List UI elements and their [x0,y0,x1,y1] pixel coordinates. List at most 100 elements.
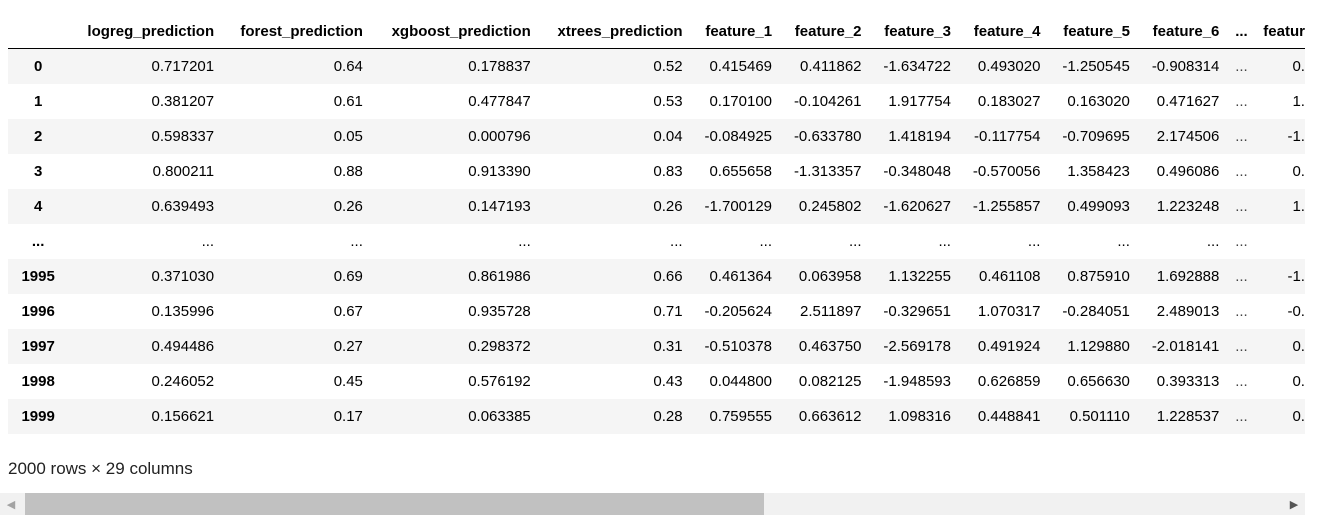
table-cell: 0.880 [1292,373,1305,390]
table-cell: -0.908314 [1151,58,1220,75]
table-cell: 0.501110 [1069,408,1130,425]
scroll-left-button[interactable]: ◀ [2,493,20,515]
table-cell: 0.463750 [798,338,862,355]
table-cell: ... [350,233,363,250]
table-cell: -0.117754 [973,128,1041,145]
table-cell: 0.31 [653,338,683,355]
table-cell: 0.499093 [1067,198,1130,215]
table-cell: 0.493020 [977,58,1041,75]
row-index: 4 [33,198,43,215]
index-header [8,14,69,49]
table-cell: 1.014 [1292,93,1305,110]
dataframe-shape-caption: 2000 rows × 29 columns [8,459,193,478]
column-header: feature_1 [690,14,781,49]
row-index: 1 [33,93,43,110]
row-index: 1997 [21,338,55,355]
table-cell: 0.082125 [798,373,862,390]
table-cell: ... [1235,58,1248,75]
table-cell: 1.098316 [888,408,951,425]
table-cell: 0.170100 [709,93,773,110]
table-cell: -0.633780 [793,128,862,145]
table-cell: 0.471627 [1156,93,1220,110]
triangle-left-icon: ◀ [6,498,16,511]
table-cell: 0.461 [1292,163,1305,180]
table-row: 1998 0.246052 0.45 0.576192 0.43 0.044800 0.08… [8,364,1305,399]
row-index: 1998 [21,373,55,390]
row-index: ... [31,233,45,250]
table-cell: ... [670,233,683,250]
table-cell: ... [518,233,531,250]
scrollbar-thumb[interactable] [25,493,764,515]
table-cell: ... [1235,408,1248,425]
table-cell: ... [1235,338,1248,355]
horizontal-scrollbar[interactable]: ◀ ▶ [0,493,1305,515]
table-cell: 0.245802 [798,198,862,215]
table-cell: 0.656630 [1067,373,1130,390]
table-cell: 0.717201 [151,58,215,75]
table-cell: 0.381207 [151,93,215,110]
table-cell: 0.61 [333,93,363,110]
table-cell: 0.163020 [1067,93,1130,110]
table-cell: 1.418194 [888,128,951,145]
row-index: 1995 [21,268,55,285]
table-cell: 0.759555 [709,408,773,425]
table-row: 0 0.717201 0.64 0.178837 0.52 0.415469 0.41186… [8,48,1305,84]
table-cell: -0.104261 [793,93,862,110]
column-header: feature_7 [1255,14,1305,49]
table-cell: 0.935728 [468,303,531,320]
table-cell: ... [938,233,951,250]
table-cell: -1.634722 [883,58,951,75]
table-row: 4 0.639493 0.26 0.147193 0.26 -1.700129 0.2458… [8,189,1305,224]
table-cell: 0.411862 [800,58,862,75]
table-cell: 0.491924 [977,338,1041,355]
table-cell: -1.718 [1287,268,1305,285]
table-cell: -0.570056 [972,163,1041,180]
table-cell: 0.27 [333,338,363,355]
column-header: feature_3 [869,14,959,49]
table-cell: 0.063385 [468,408,531,425]
table-body: 0 0.717201 0.64 0.178837 0.52 0.415469 0.41186… [8,48,1305,434]
table-cell: 0.298372 [468,338,531,355]
column-header: feature_2 [780,14,870,49]
table-cell: 0.156621 [151,408,215,425]
table-cell: 1.132255 [888,268,951,285]
column-header: feature_5 [1048,14,1138,49]
table-cell: 1.070317 [977,303,1041,320]
table-cell: 0.135996 [151,303,215,320]
row-index: 1996 [21,303,55,320]
table-cell: 0.28 [653,408,683,425]
table-cell: 0.71 [653,303,683,320]
table-cell: ... [1235,198,1248,215]
table-cell: 0.861986 [468,268,531,285]
table-cell: 0.448841 [977,408,1041,425]
table-cell: 0.04 [653,128,683,145]
table-cell: -1.250545 [1062,58,1130,75]
row-index: 2 [33,128,43,145]
table-row: 1999 0.156621 0.17 0.063385 0.28 0.759555 0.66… [8,399,1305,434]
table-row: 2 0.598337 0.05 0.000796 0.04 -0.084925 -0.633… [8,119,1305,154]
table-cell: 0.639493 [151,198,215,215]
table-cell: 1.129880 [1067,338,1130,355]
table-cell: 0.626859 [977,373,1041,390]
table-cell: -0.205624 [704,303,773,320]
table-cell: -0.329651 [883,303,951,320]
table-cell: -1.620627 [883,198,951,215]
table-cell: 0.736 [1292,58,1305,75]
table-cell: ... [1027,233,1041,250]
table-row: 3 0.800211 0.88 0.913390 0.83 0.655658 -1.3133… [8,154,1305,189]
scroll-right-button[interactable]: ▶ [1285,493,1303,515]
table-cell: 0.875910 [1067,268,1130,285]
column-header: feature_6 [1137,14,1228,49]
table-cell: -0.284051 [1062,303,1130,320]
table-row: .................................... [8,224,1305,259]
table-row: 1996 0.135996 0.67 0.935728 0.71 -0.205624 2.5… [8,294,1305,329]
table-cell: 0.88 [333,163,363,180]
table-cell: ... [1235,303,1248,320]
table-cell: 0.64 [333,58,363,75]
table-cell: ... [759,233,773,250]
table-header: logreg_prediction forest_prediction xgboos… [8,14,1305,49]
table-row: 1995 0.371030 0.69 0.861986 0.66 0.461364 0.06… [8,259,1305,294]
table-cell: 0.53 [653,93,683,110]
table-cell: ... [1206,233,1220,250]
table-cell: 0.598337 [151,128,215,145]
